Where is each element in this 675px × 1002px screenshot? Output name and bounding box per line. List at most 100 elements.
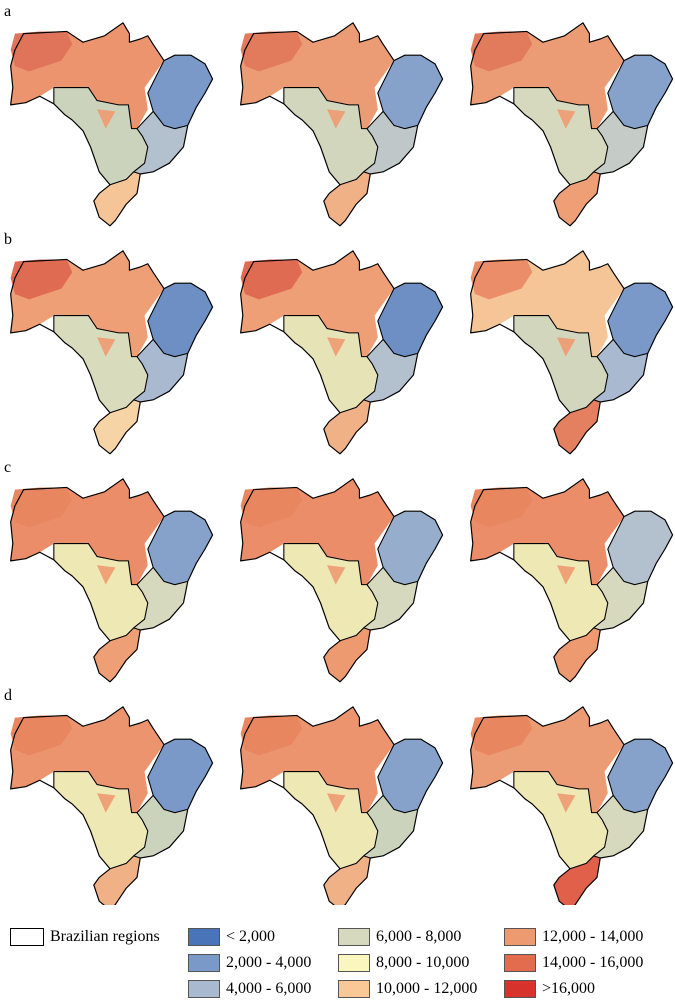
region-southeast: [133, 567, 188, 630]
legend-item-class: >16,000: [504, 978, 595, 1000]
region-northwest: [470, 487, 533, 528]
map-a-1: [10, 22, 214, 227]
region-southeast: [363, 339, 418, 402]
legend-swatch: [338, 954, 370, 972]
legend-swatch: [504, 954, 536, 972]
legend-label: 8,000 - 10,000: [376, 954, 470, 971]
legend-label: 10,000 - 12,000: [376, 980, 478, 997]
region-central: [513, 87, 608, 185]
region-south: [323, 171, 371, 226]
legend-label: < 2,000: [226, 928, 276, 945]
region-northwest: [470, 715, 533, 756]
region-northwest: [10, 487, 73, 528]
region-northwest: [470, 259, 533, 300]
panel-label-d: d: [4, 687, 12, 704]
region-northwest: [10, 31, 73, 72]
legend-label: 12,000 - 14,000: [542, 928, 644, 945]
legend: Brazilian regions < 2,000 2,000 - 4,000 …: [0, 918, 675, 1002]
legend-swatch: [338, 980, 370, 998]
region-central: [513, 315, 608, 413]
region-southeast: [363, 567, 418, 630]
region-northwest: [240, 259, 303, 300]
region-central: [283, 771, 378, 869]
legend-item-class: 8,000 - 10,000: [338, 952, 469, 974]
region-central: [283, 315, 378, 413]
map-d-3: [470, 706, 674, 905]
region-southeast: [133, 339, 188, 402]
region-south: [93, 627, 141, 682]
map-d-1: [10, 706, 214, 905]
region-central: [53, 771, 148, 869]
legend-item-regions: Brazilian regions: [10, 926, 160, 948]
legend-swatch: [504, 980, 536, 998]
panel-label-a: a: [4, 3, 12, 20]
legend-swatch: [504, 928, 536, 946]
legend-label: 4,000 - 6,000: [226, 980, 312, 997]
region-northeast: [377, 283, 443, 357]
legend-label: 6,000 - 8,000: [376, 928, 462, 945]
legend-swatch: [338, 928, 370, 946]
map-c-3: [470, 478, 674, 683]
region-northeast: [147, 55, 213, 129]
region-south: [323, 627, 371, 682]
region-southeast: [133, 111, 188, 174]
legend-item-class: 12,000 - 14,000: [504, 926, 643, 948]
region-northeast: [147, 739, 213, 813]
region-northwest: [10, 715, 73, 756]
maps-grid: [10, 22, 674, 905]
region-southeast: [593, 567, 648, 630]
legend-item-class: < 2,000: [188, 926, 275, 948]
region-northwest: [240, 715, 303, 756]
region-central: [283, 87, 378, 185]
region-southeast: [593, 795, 648, 858]
map-b-1: [10, 250, 214, 455]
legend-label: 14,000 - 16,000: [542, 954, 644, 971]
panel-label-b: b: [4, 231, 12, 248]
map-c-2: [240, 478, 444, 683]
legend-label: 2,000 - 4,000: [226, 954, 312, 971]
region-central: [283, 543, 378, 641]
region-northwest: [240, 487, 303, 528]
region-northwest: [10, 259, 73, 300]
region-northeast: [607, 511, 673, 585]
map-d-2: [240, 706, 444, 905]
legend-swatch-regions: [10, 928, 44, 946]
map-b-3: [470, 250, 674, 455]
region-central: [513, 771, 608, 869]
map-b-2: [240, 250, 444, 455]
panel-label-c: c: [4, 459, 12, 476]
map-a-2: [240, 22, 444, 227]
region-northeast: [607, 283, 673, 357]
region-northeast: [607, 739, 673, 813]
region-central: [53, 543, 148, 641]
region-northeast: [147, 283, 213, 357]
region-northeast: [607, 55, 673, 129]
region-southeast: [363, 111, 418, 174]
region-northeast: [377, 511, 443, 585]
region-southeast: [363, 795, 418, 858]
region-central: [53, 315, 148, 413]
region-northwest: [240, 31, 303, 72]
region-south: [93, 855, 141, 905]
region-southeast: [593, 339, 648, 402]
region-south: [323, 399, 371, 454]
region-northeast: [147, 511, 213, 585]
legend-label: >16,000: [542, 980, 596, 997]
legend-item-class: 14,000 - 16,000: [504, 952, 643, 974]
legend-swatch: [188, 980, 220, 998]
region-central: [53, 87, 148, 185]
legend-item-class: 10,000 - 12,000: [338, 978, 477, 1000]
region-central: [513, 543, 608, 641]
legend-item-class: 4,000 - 6,000: [188, 978, 311, 1000]
region-northeast: [377, 55, 443, 129]
region-south: [553, 855, 601, 905]
region-south: [323, 855, 371, 905]
region-south: [553, 171, 601, 226]
legend-label-regions: Brazilian regions: [50, 928, 160, 945]
region-south: [553, 399, 601, 454]
legend-swatch: [188, 928, 220, 946]
region-northwest: [470, 31, 533, 72]
region-south: [93, 399, 141, 454]
map-c-1: [10, 478, 214, 683]
region-south: [553, 627, 601, 682]
